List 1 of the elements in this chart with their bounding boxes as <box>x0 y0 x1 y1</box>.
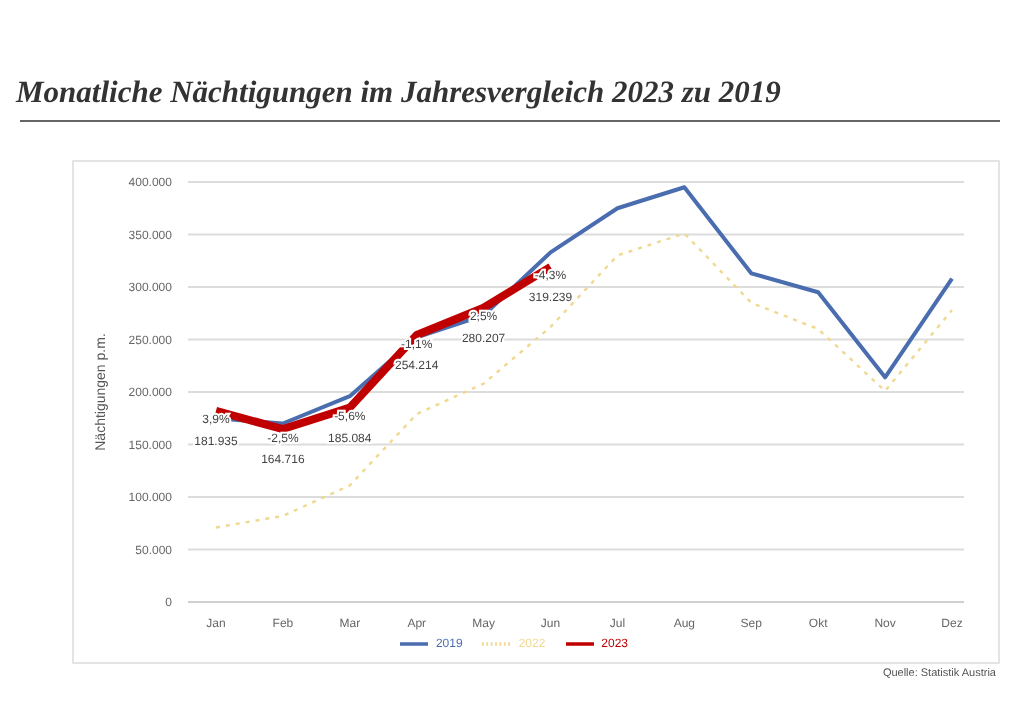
chart-title: Monatliche Nächtigungen im Jahresvergleich 2023 zu 2019 <box>16 76 781 112</box>
